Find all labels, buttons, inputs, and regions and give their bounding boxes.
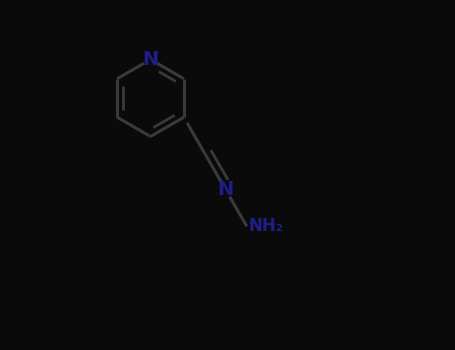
Text: N: N	[142, 50, 159, 69]
Text: N: N	[217, 181, 234, 199]
Text: NH₂: NH₂	[248, 217, 283, 235]
